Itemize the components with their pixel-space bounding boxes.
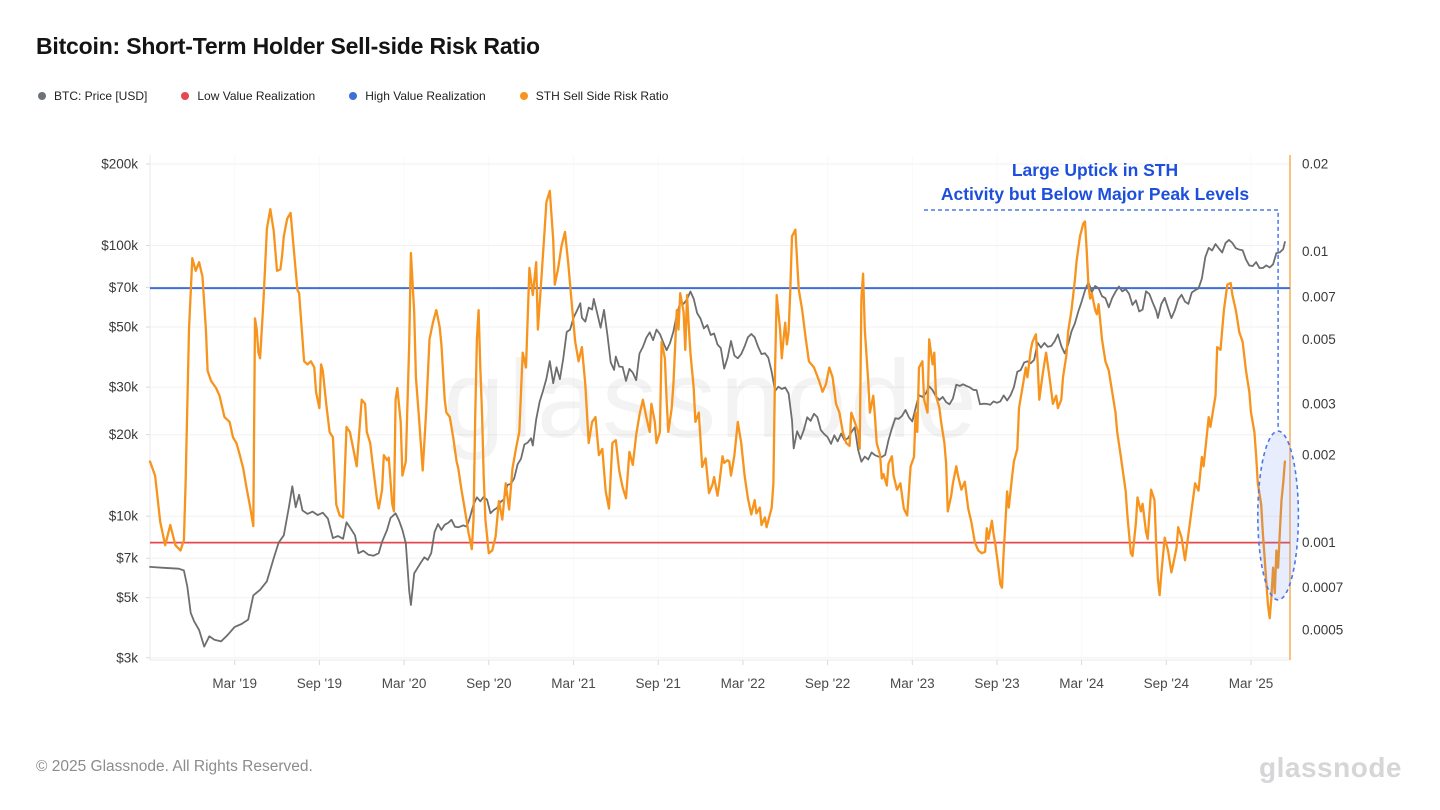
legend-dot-icon xyxy=(519,92,528,100)
sth-risk-ratio-line[interactable] xyxy=(148,189,1287,620)
legend-item-2[interactable]: High Value Realization xyxy=(349,89,486,103)
price-tick-label: $30k xyxy=(109,380,139,395)
legend-label: Low Value Realization xyxy=(197,89,316,103)
x-tick-label: Sep '23 xyxy=(974,676,1019,691)
price-tick-label: $5k xyxy=(116,590,138,605)
price-tick-label: $200k xyxy=(101,157,138,172)
legend-item-1[interactable]: Low Value Realization xyxy=(181,89,315,103)
price-tick-label: $20k xyxy=(109,427,139,442)
annotation-line-2: Activity but Below Major Peak Levels xyxy=(940,184,1250,204)
legend-item-3[interactable]: STH Sell Side Risk Ratio xyxy=(519,89,669,103)
legend-label: High Value Realization xyxy=(365,89,486,103)
x-tick-label: Mar '24 xyxy=(1059,676,1104,691)
ratio-tick-label: 0.007 xyxy=(1302,289,1336,304)
x-tick-label: Mar '23 xyxy=(890,676,935,691)
ratio-tick-label: 0.001 xyxy=(1302,535,1336,550)
x-tick-label: Sep '24 xyxy=(1144,676,1190,691)
x-tick-label: Mar '19 xyxy=(212,676,257,691)
annotation-callout: Large Uptick in STH Activity but Below M… xyxy=(919,158,1271,206)
footer-copyright: © 2025 Glassnode. All Rights Reserved. xyxy=(36,758,313,775)
ratio-tick-label: 0.02 xyxy=(1302,157,1328,172)
x-tick-label: Sep '22 xyxy=(805,676,850,691)
ratio-tick-label: 0.002 xyxy=(1302,448,1336,463)
x-tick-label: Mar '21 xyxy=(551,676,596,691)
ratio-tick-label: 0.003 xyxy=(1302,396,1336,411)
price-tick-label: $70k xyxy=(109,280,139,295)
legend-dot-icon xyxy=(349,92,358,100)
legend-dot-icon xyxy=(38,92,46,100)
price-tick-label: $10k xyxy=(109,509,139,524)
x-tick-label: Sep '20 xyxy=(466,676,511,691)
legend: BTC: Price [USD] Low Value Realization Hig… xyxy=(38,89,668,103)
ratio-tick-label: 0.0005 xyxy=(1302,623,1343,638)
legend-item-0[interactable]: BTC: Price [USD] xyxy=(38,89,147,103)
ratio-tick-label: 0.005 xyxy=(1302,332,1336,347)
legend-label: STH Sell Side Risk Ratio xyxy=(535,89,669,103)
btc-price-line[interactable] xyxy=(149,239,1286,648)
legend-label: BTC: Price [USD] xyxy=(54,89,148,103)
glassnode-logo: glassnode xyxy=(1259,752,1402,783)
price-tick-label: $100k xyxy=(101,238,138,253)
annotation-connector xyxy=(924,209,1279,430)
ratio-tick-label: 0.0007 xyxy=(1302,580,1343,595)
x-tick-label: Sep '21 xyxy=(636,676,681,691)
annotation-line-1: Large Uptick in STH xyxy=(1011,160,1179,180)
price-tick-label: $3k xyxy=(116,650,138,665)
x-tick-label: Mar '22 xyxy=(721,676,766,691)
x-tick-label: Mar '20 xyxy=(382,676,427,691)
chart-title: Bitcoin: Short-Term Holder Sell-side Ris… xyxy=(36,33,540,59)
highlight-ellipse xyxy=(1256,430,1300,601)
price-tick-label: $7k xyxy=(116,551,138,566)
x-tick-label: Mar '25 xyxy=(1229,676,1274,691)
x-tick-label: Sep '19 xyxy=(297,676,342,691)
price-tick-label: $50k xyxy=(109,320,139,335)
legend-dot-icon xyxy=(181,92,190,100)
ratio-tick-label: 0.01 xyxy=(1302,244,1328,259)
